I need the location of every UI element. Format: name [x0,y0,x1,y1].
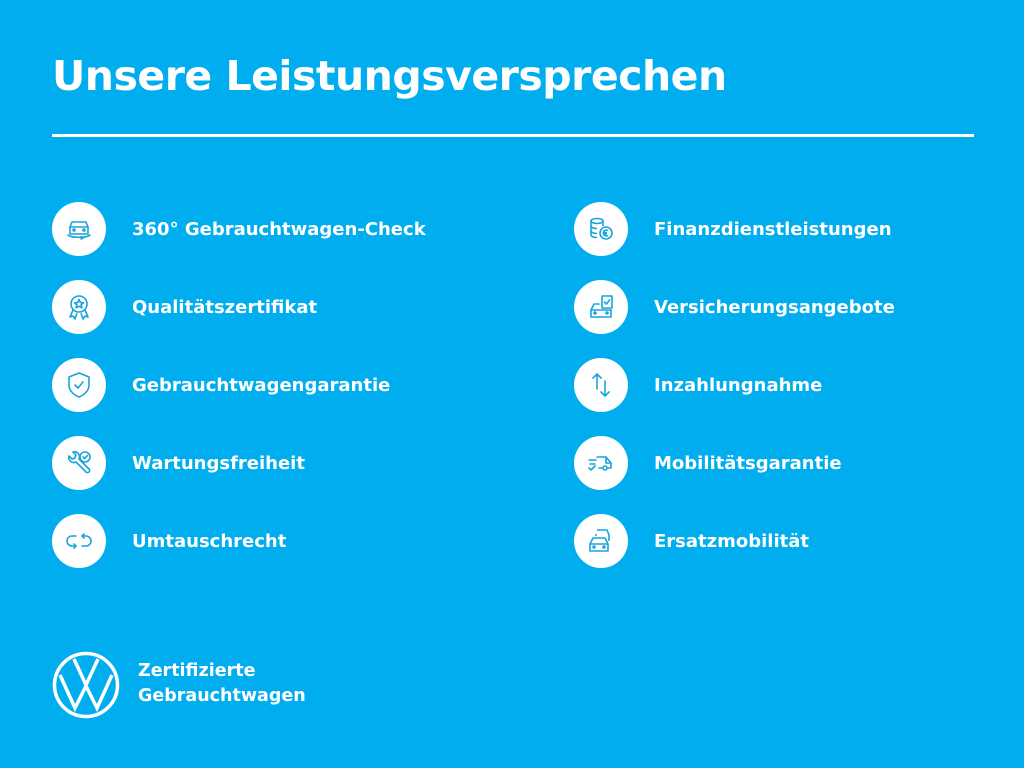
shield-check-icon [52,358,106,412]
vw-logo [52,651,120,719]
car-360-icon [52,202,106,256]
feature-label: 360° Gebrauchtwagen-Check [132,218,426,240]
brand-line-1: Zertifizierte [138,661,256,681]
feature-label: Wartungsfreiheit [132,452,305,474]
coins-euro-icon [574,202,628,256]
feature-inzahlungnahme: Inzahlungnahme [574,357,822,413]
feature-360-check: 360° Gebrauchtwagen-Check [52,201,426,257]
feature-wartungsfreiheit: Wartungsfreiheit [52,435,305,491]
stacked-cars-icon [574,514,628,568]
feature-ersatzmobilitaet: Ersatzmobilität [574,513,809,569]
exchange-arrows-icon [52,514,106,568]
feature-finanzdienstleistungen: Finanzdienstleistungen [574,201,892,257]
feature-label: Finanzdienstleistungen [654,218,892,240]
feature-label: Umtauschrecht [132,530,287,552]
page-title: Unsere Leistungsversprechen [52,52,727,100]
up-down-arrows-icon [574,358,628,412]
feature-label: Mobilitätsgarantie [654,452,842,474]
moving-van-icon [574,436,628,490]
feature-label: Qualitätszertifikat [132,296,318,318]
feature-label: Inzahlungnahme [654,374,823,396]
feature-label: Versicherungsangebote [654,296,895,318]
feature-gebrauchtwagengarantie: Gebrauchtwagengarantie [52,357,390,413]
feature-label: Ersatzmobilität [654,530,809,552]
award-rosette-icon [52,280,106,334]
feature-umtauschrecht: Umtauschrecht [52,513,286,569]
feature-mobilitaetsgarantie: Mobilitätsgarantie [574,435,842,491]
divider [52,134,974,137]
feature-versicherungsangebote: Versicherungsangebote [574,279,895,335]
feature-qualitaetszertifikat: Qualitätszertifikat [52,279,317,335]
brand-text: Zertifizierte Gebrauchtwagen [138,659,306,709]
feature-label: Gebrauchtwagengarantie [132,374,391,396]
wrench-check-icon [52,436,106,490]
car-document-icon [574,280,628,334]
brand-line-2: Gebrauchtwagen [138,686,306,706]
